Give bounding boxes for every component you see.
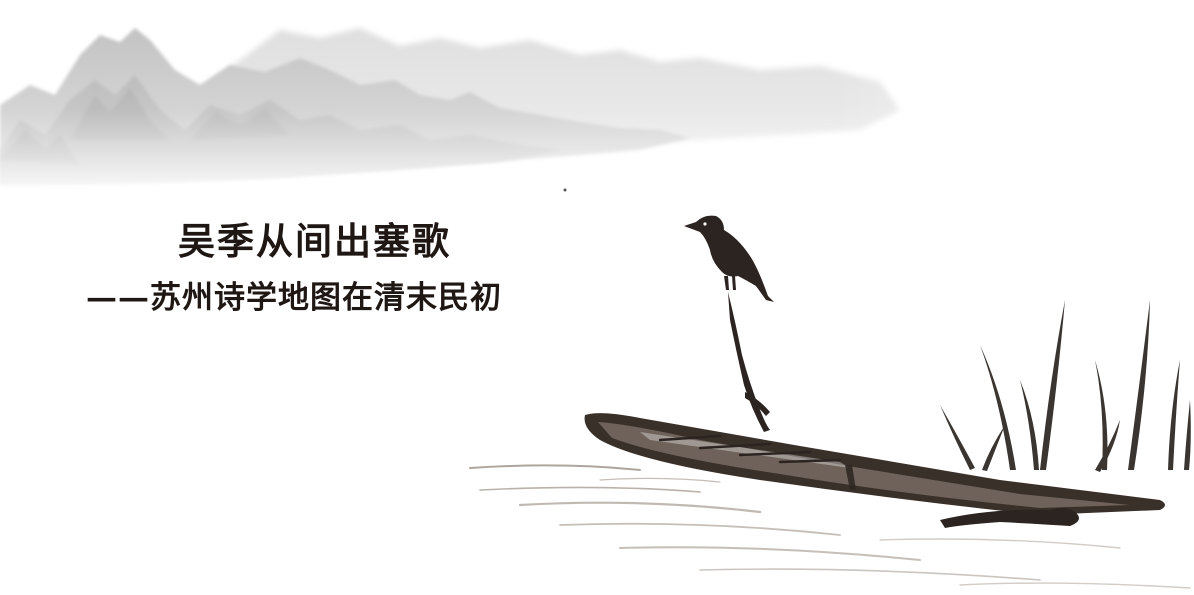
boat [584,413,1165,528]
water-ripples [469,464,1191,589]
reeds [940,300,1191,472]
bird [684,215,774,302]
ink-dot [563,188,567,192]
perch-pole [728,292,770,432]
mountain-range [0,0,1194,200]
